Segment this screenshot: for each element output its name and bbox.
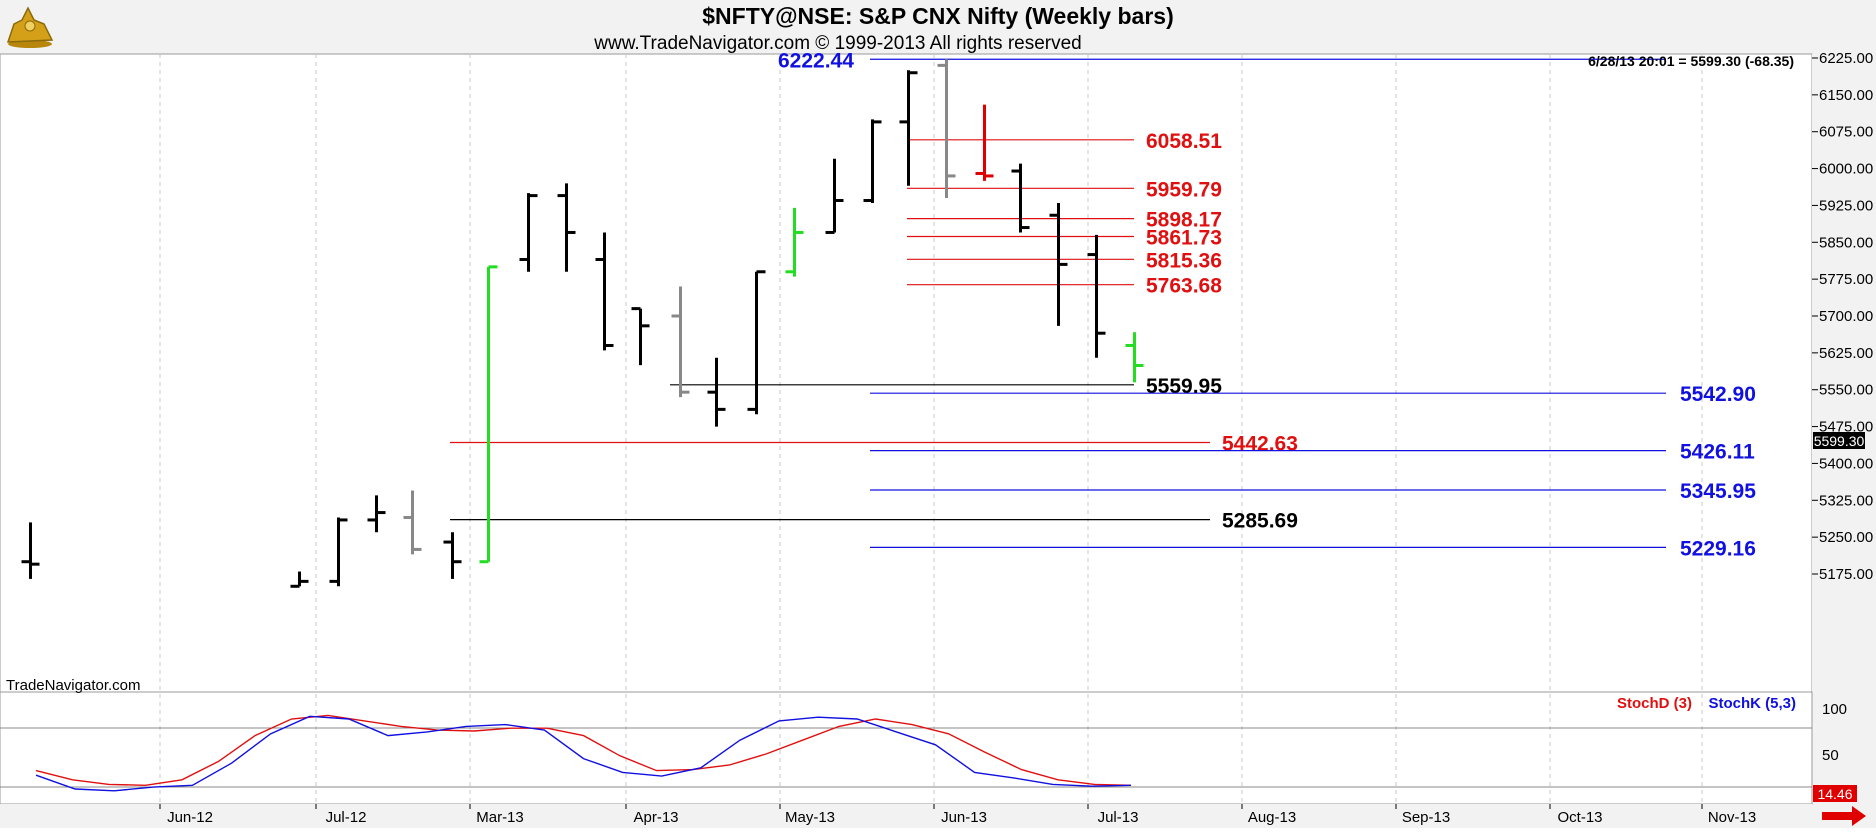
- x-tick-label: Jul-13: [1098, 809, 1139, 826]
- x-tick-label: Mar-13: [476, 809, 524, 826]
- ohlc-bar: [1049, 202, 1068, 326]
- y-tick-label: 5400.00: [1819, 455, 1873, 472]
- trade-navigator-logo-icon: [6, 6, 54, 48]
- ohlc-bar: [329, 517, 348, 587]
- x-tick-label: Jun-13: [941, 809, 987, 826]
- level-label: 5345.95: [1680, 480, 1756, 503]
- last-price-tag: [1813, 432, 1865, 449]
- grid-layer: [0, 54, 1812, 804]
- ohlc-bar: [443, 532, 462, 579]
- header-band: [0, 0, 1876, 54]
- x-tick-label: Sep-13: [1402, 809, 1450, 826]
- ohlc-bar: [367, 495, 386, 533]
- ohlc-bar: [557, 183, 576, 272]
- x-tick-label: Apr-13: [633, 809, 678, 826]
- stoch-d-line: [35, 714, 1132, 787]
- ohlc-bar: [937, 59, 956, 199]
- x-tick-label: Oct-13: [1557, 809, 1602, 826]
- chart-title: $NFTY@NSE: S&P CNX Nifty (Weekly bars): [702, 3, 1173, 29]
- y-tick-label: 5250.00: [1819, 529, 1873, 546]
- level-label: 5815.36: [1146, 249, 1222, 272]
- ohlc-bar: [403, 490, 422, 555]
- level-label: 5559.95: [1146, 375, 1222, 398]
- level-label: 5898.17: [1146, 209, 1222, 232]
- legend-stoch-k: StochK (5,3): [1708, 695, 1796, 712]
- stoch-y-tick-label: 100: [1822, 701, 1847, 718]
- ohlc-bar: [519, 193, 538, 272]
- y-tick-label: 6000.00: [1819, 161, 1873, 178]
- y-tick-label: 6075.00: [1819, 124, 1873, 141]
- y-tick-label: 5925.00: [1819, 197, 1873, 214]
- stoch-y-tick-label: 50: [1822, 747, 1839, 764]
- ohlc-bar: [785, 207, 804, 277]
- y-tick-label: 5550.00: [1819, 382, 1873, 399]
- y-tick-label: 5775.00: [1819, 271, 1873, 288]
- ohlc-bar: [671, 286, 690, 398]
- level-label: 5861.73: [1146, 227, 1222, 250]
- status-readout: 6/28/13 20:01 = 5599.30 (-68.35): [1588, 53, 1794, 69]
- stoch-value-tag: [1813, 785, 1857, 802]
- scroll-right-arrow-icon[interactable]: [1822, 806, 1866, 826]
- x-tick-label: Aug-13: [1248, 809, 1296, 826]
- axis-layer: Jun-12 Jul-12 Mar-13 Apr-13 May-13 Jun-13 Jul-…: [159, 50, 1873, 826]
- level-label: 5229.16: [1680, 537, 1756, 560]
- ohlc-bar: [975, 104, 994, 181]
- chart-subtitle: www.TradeNavigator.com © 1999-2013 All r…: [593, 33, 1081, 54]
- levels-layer: 6222.44 6058.51 5959.79 5898.175861.735815.…: [450, 49, 1756, 560]
- ohlc-bar: [747, 270, 766, 415]
- y-tick-label: 5325.00: [1819, 492, 1873, 509]
- level-label: 6058.51: [1146, 130, 1222, 153]
- x-axis-area: [0, 804, 1812, 828]
- ohlc-bar: [595, 232, 614, 351]
- ohlc-bar: [1125, 332, 1144, 383]
- last-price-text: 5599.30: [1814, 433, 1865, 449]
- x-tick-label: Jul-12: [326, 809, 367, 826]
- y-tick-label: 5700.00: [1819, 308, 1873, 325]
- y-tick-label: 6225.00: [1819, 50, 1873, 67]
- ohlc-bar: [479, 265, 498, 564]
- level-label: 5285.69: [1222, 510, 1298, 533]
- ohlc-bar: [631, 307, 650, 366]
- stoch-value-text: 14.46: [1817, 786, 1852, 802]
- ohlc-bar: [21, 522, 40, 579]
- y-tick-label: 5175.00: [1819, 566, 1873, 583]
- level-label: 5426.11: [1680, 441, 1755, 464]
- ohlc-bar: [290, 571, 309, 588]
- stoch-k-line: [35, 715, 1132, 792]
- y-tick-label: 5850.00: [1819, 234, 1873, 251]
- y-tick-label: 5475.00: [1819, 419, 1873, 436]
- ohlc-bar: [1011, 163, 1030, 233]
- stoch-panel: [0, 691, 1813, 805]
- level-label: 5442.63: [1222, 432, 1298, 455]
- level-label: 5542.90: [1680, 383, 1756, 406]
- price-panel: [0, 53, 1813, 693]
- legend-stoch-d: StochD (3): [1617, 695, 1692, 712]
- stoch-layer: [35, 714, 1132, 792]
- level-label: 5959.79: [1146, 178, 1222, 201]
- y-tick-label: 6150.00: [1819, 87, 1873, 104]
- ohlc-bar: [707, 357, 726, 427]
- x-tick-label: Nov-13: [1708, 809, 1756, 826]
- ohlc-bar: [1087, 234, 1106, 358]
- y-tick-label: 5625.00: [1819, 345, 1873, 362]
- x-tick-label: Jun-12: [167, 809, 213, 826]
- bars-layer: [21, 59, 1144, 588]
- level-label: 6222.44: [778, 49, 854, 72]
- x-tick-label: May-13: [785, 809, 835, 826]
- level-label: 5763.68: [1146, 275, 1222, 298]
- ohlc-bar: [863, 119, 882, 203]
- watermark: TradeNavigator.com: [6, 677, 141, 694]
- ohlc-bar: [899, 70, 918, 186]
- ohlc-bar: [825, 158, 844, 234]
